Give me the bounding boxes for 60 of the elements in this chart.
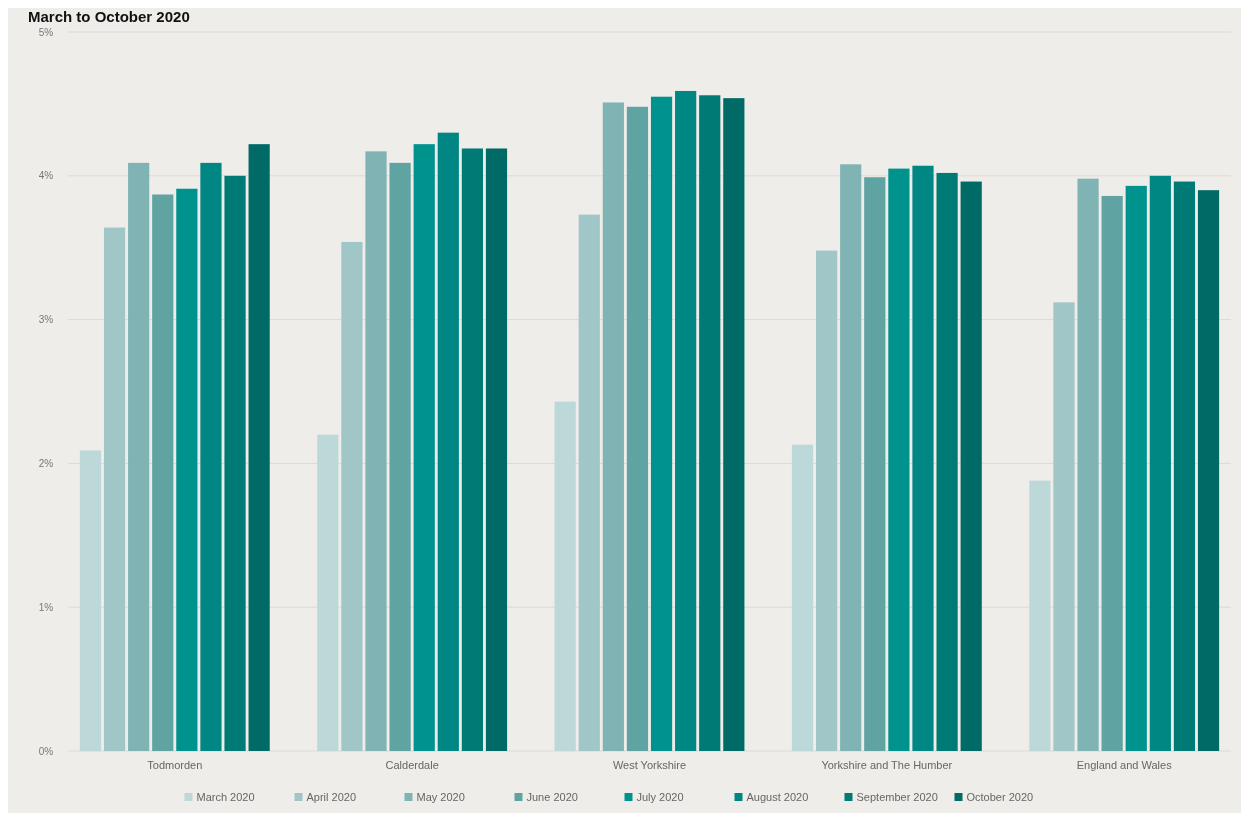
- bar: [341, 241, 363, 751]
- legend-label: April 2020: [306, 790, 357, 803]
- bar: [554, 401, 576, 751]
- bar: [602, 102, 624, 751]
- bar: [960, 181, 982, 751]
- bar: [485, 148, 508, 751]
- bar: [936, 172, 958, 751]
- legend-label: October 2020: [966, 790, 1034, 803]
- bar: [200, 162, 222, 751]
- legend-label: September 2020: [856, 790, 938, 803]
- bar: [791, 444, 814, 751]
- bar: [224, 175, 246, 751]
- legend-label: May 2020: [416, 790, 465, 803]
- y-tick-label: 1%: [38, 601, 54, 613]
- bar: [1149, 175, 1171, 751]
- bar: [413, 144, 435, 751]
- bar: [1173, 181, 1196, 751]
- bar: [1077, 178, 1099, 751]
- x-tick-label: Yorkshire and The Humber: [821, 759, 953, 771]
- bar: [103, 227, 126, 751]
- y-tick-label: 4%: [38, 170, 54, 182]
- bar: [1029, 480, 1051, 751]
- bar: [888, 168, 910, 751]
- bar: [864, 177, 886, 751]
- bar: [675, 90, 697, 751]
- bar: [1053, 302, 1075, 751]
- bar: [176, 188, 198, 751]
- x-tick-label: Calderdale: [385, 759, 439, 771]
- bar: [152, 194, 174, 751]
- legend-label: June 2020: [526, 790, 578, 803]
- legend-label: March 2020: [196, 790, 255, 803]
- bar: [816, 250, 838, 751]
- y-tick-label: 2%: [38, 457, 54, 469]
- x-tick-label: England and Wales: [1076, 759, 1173, 771]
- bar: [912, 165, 934, 751]
- bar: [723, 98, 745, 751]
- bar: [128, 162, 150, 751]
- legend-label: August 2020: [746, 790, 809, 803]
- bar: [365, 151, 387, 751]
- bar: [699, 95, 721, 751]
- bar: [461, 148, 483, 751]
- bar: [248, 144, 270, 751]
- bar: [626, 106, 649, 751]
- bar: [1197, 190, 1220, 751]
- bar: [389, 162, 411, 751]
- chart-title: March to October 2020: [28, 8, 190, 25]
- bar: [437, 132, 459, 751]
- y-tick-label: 5%: [38, 26, 54, 38]
- bar: [578, 214, 600, 751]
- y-tick-label: 3%: [38, 314, 54, 326]
- bar: [1101, 195, 1123, 751]
- bar: [79, 450, 102, 751]
- x-tick-label: West Yorkshire: [612, 759, 687, 771]
- legend-label: July 2020: [636, 790, 684, 803]
- bar: [840, 164, 862, 751]
- bar: [650, 96, 673, 751]
- x-tick-label: Todmorden: [147, 759, 203, 771]
- bar: [1125, 185, 1147, 751]
- y-tick-label: 0%: [38, 745, 54, 757]
- bar: [317, 434, 339, 751]
